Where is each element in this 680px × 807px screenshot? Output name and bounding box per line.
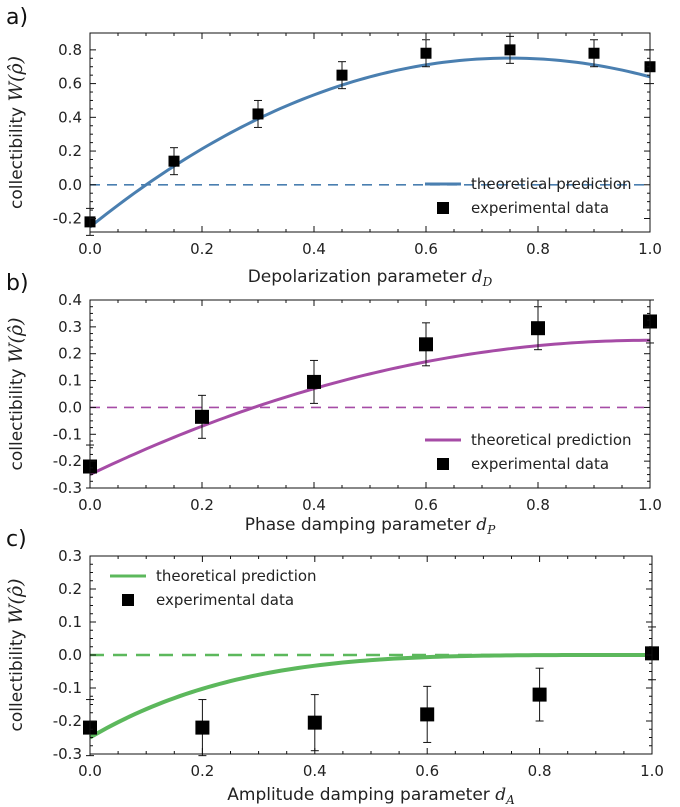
chart-panel-1: a) 0.0 0.2 0.4 0.6 0.8 1.0 -0.2 0.0 0.2 0.4 0.6 0.8 D… [5, 5, 662, 289]
x-tick-label: 0.4 [303, 762, 327, 780]
data-point [531, 321, 545, 336]
y-tick-label: 0.3 [58, 318, 82, 336]
y-axis-label-text: collectibility [7, 363, 27, 470]
x-axis-label: Phase damping parameter dP [245, 515, 496, 537]
x-tick-label: 0.2 [190, 762, 214, 780]
y-axis-label-text: collectibility [7, 102, 27, 209]
x-tick-label: 0.0 [78, 762, 102, 780]
x-tick-label: 0.4 [302, 496, 326, 514]
theory-curve [88, 653, 652, 740]
x-axis-label-text: Amplitude damping parameter [227, 785, 495, 805]
y-axis-label: collectibility W(ρ̂) [5, 317, 27, 470]
y-tick-label: 0.2 [58, 345, 82, 363]
x-tick-label: 0.8 [526, 496, 550, 514]
x-tick-label: 0.6 [414, 496, 438, 514]
legend-data-label: experimental data [471, 455, 609, 473]
x-axis-label: Depolarization parameter dD [248, 267, 493, 289]
y-tick-label: 0.4 [58, 108, 82, 126]
y-tick-label: -0.3 [53, 745, 82, 763]
y-tick-label: 0.2 [58, 142, 82, 160]
x-axis-label-subscript: D [482, 275, 493, 289]
x-tick-label: 0.6 [414, 240, 438, 258]
data-point [532, 687, 547, 702]
x-tick-label: 0.2 [190, 496, 214, 514]
data-point [419, 337, 433, 352]
theory-curve [89, 338, 651, 476]
x-tick-label: 1.0 [640, 762, 664, 780]
y-axis-label-symbol: W(ρ̂) [5, 578, 27, 624]
data-point [420, 707, 435, 722]
data-point [168, 155, 180, 167]
y-tick-label: 0.2 [58, 580, 82, 598]
panel-label: c) [6, 527, 27, 552]
x-axis-label-subscript: P [486, 523, 496, 537]
y-tick-label: -0.3 [53, 479, 82, 497]
y-axis-label-symbol: W(ρ̂) [5, 317, 27, 363]
y-axis-label-symbol: W(ρ̂) [5, 56, 27, 102]
legend-data-label: experimental data [156, 591, 294, 609]
x-axis-label-symbol: d [495, 785, 506, 805]
chart-panel-2: b) 0.0 0.2 0.4 0.6 0.8 1.0 -0.3 -0.2 -0.1 0.0 0.1 0.… [5, 271, 662, 537]
chart-panel-3: c) 0.0 0.2 0.4 0.6 0.8 1.0 -0.3 -0.2 -0.1 0.0 0.1 0.… [5, 527, 664, 807]
y-tick-label: 0.6 [58, 75, 82, 93]
y-tick-label: -0.2 [53, 452, 82, 470]
legend-data-swatch [122, 594, 134, 606]
y-tick-label: -0.2 [53, 210, 82, 228]
data-point [307, 374, 321, 389]
legend-data-swatch [437, 458, 449, 470]
y-tick-label: 0.1 [58, 372, 82, 390]
y-tick-label: -0.2 [53, 712, 82, 730]
x-tick-label: 0.0 [78, 240, 102, 258]
y-tick-label: -0.1 [53, 679, 82, 697]
y-tick-label: 0.0 [58, 398, 82, 416]
x-axis-label-symbol: d [472, 267, 483, 287]
legend-data-swatch [437, 202, 449, 214]
legend-theory-label: theoretical prediction [471, 175, 632, 193]
data-point [336, 69, 348, 81]
data-point [307, 715, 322, 730]
y-tick-label: 0.8 [58, 41, 82, 59]
x-tick-label: 0.6 [415, 762, 439, 780]
y-tick-label: 0.3 [58, 547, 82, 565]
x-axis-label-subscript: A [505, 793, 515, 807]
x-axis-label-text: Depolarization parameter [248, 267, 472, 287]
data-point [588, 47, 600, 59]
data-point [252, 108, 264, 120]
data-point [195, 409, 209, 424]
legend-data-label: experimental data [471, 199, 609, 217]
panel-label: a) [6, 5, 28, 30]
legend-theory-label: theoretical prediction [471, 431, 632, 449]
legend-theory-label: theoretical prediction [156, 567, 317, 585]
x-tick-label: 0.4 [302, 240, 326, 258]
y-tick-label: 0.0 [58, 646, 82, 664]
x-tick-label: 0.8 [526, 240, 550, 258]
y-tick-label: 0.0 [58, 176, 82, 194]
x-tick-label: 0.0 [78, 496, 102, 514]
y-axis-label-text: collectibility [7, 624, 27, 731]
y-tick-label: 0.1 [58, 613, 82, 631]
data-point [504, 44, 516, 56]
x-tick-label: 0.2 [190, 240, 214, 258]
y-tick-label: 0.4 [58, 291, 82, 309]
data-point [195, 720, 210, 735]
x-axis-label-symbol: d [476, 515, 487, 535]
x-tick-label: 1.0 [638, 496, 662, 514]
y-tick-label: -0.1 [53, 425, 82, 443]
data-point [420, 47, 432, 59]
x-axis-label-text: Phase damping parameter [245, 515, 477, 535]
y-axis-label: collectibility W(ρ̂) [5, 56, 27, 209]
panel-label: b) [6, 271, 29, 296]
x-tick-label: 1.0 [638, 240, 662, 258]
theory-curve [89, 56, 651, 229]
x-axis-label: Amplitude damping parameter dA [227, 785, 515, 807]
x-tick-label: 0.8 [528, 762, 552, 780]
y-axis-label: collectibility W(ρ̂) [5, 578, 27, 731]
